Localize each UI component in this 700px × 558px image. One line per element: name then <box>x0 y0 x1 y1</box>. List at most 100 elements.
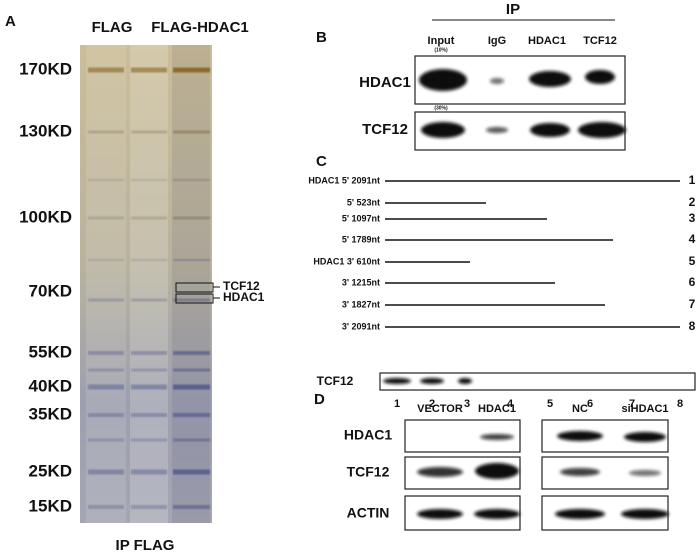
column-label: TCF12 <box>583 35 617 47</box>
gel-band <box>173 413 210 417</box>
blot-band <box>555 509 605 519</box>
blot-band <box>383 378 411 384</box>
blot-box <box>379 372 696 391</box>
column-label: NC <box>572 403 588 415</box>
column-label: HDAC1 <box>528 35 566 47</box>
lane-number: 1 <box>394 398 400 410</box>
gel-band <box>88 505 124 509</box>
blot-band <box>529 71 571 87</box>
construct-number: 6 <box>689 275 696 289</box>
row-label: HDAC1 <box>344 427 392 443</box>
gel-band <box>88 413 124 417</box>
construct-number: 3 <box>689 211 696 225</box>
marker-label: 70KD <box>29 281 72 300</box>
panel-label: D <box>314 391 325 408</box>
gel-band <box>173 351 210 355</box>
marker-label: 40KD <box>29 376 72 395</box>
construct-number: 2 <box>689 195 696 209</box>
gel-band <box>88 469 124 475</box>
gel-band <box>173 216 210 220</box>
gel-band <box>131 67 167 73</box>
gel-band <box>131 298 167 302</box>
gel-band <box>173 179 210 181</box>
gel-band <box>131 413 167 417</box>
gel-band <box>173 259 210 261</box>
marker-label: 170KD <box>19 59 72 78</box>
construct-number: 8 <box>689 319 696 333</box>
blot-band <box>480 434 514 440</box>
lane-number: 6 <box>587 398 593 410</box>
construct-label: 5' 523nt <box>347 197 380 207</box>
blot-label: TCF12 <box>317 374 354 388</box>
note: (10%) <box>434 47 448 53</box>
row-label: HDAC1 <box>359 74 411 91</box>
ip-header: IP <box>506 1 520 18</box>
blot-band <box>420 378 444 384</box>
column-label: IgG <box>488 35 506 47</box>
panel-label: A <box>5 13 16 30</box>
construct-label: HDAC1 3' 610nt <box>313 256 380 266</box>
marker-label: 15KD <box>29 496 72 515</box>
gel-band <box>131 384 167 390</box>
blot-band <box>421 122 465 138</box>
column-label: siHDAC1 <box>621 403 668 415</box>
construct-label: 3' 2091nt <box>342 321 380 331</box>
blot-band <box>458 378 472 384</box>
lane-number: 7 <box>629 398 635 410</box>
gel-band <box>131 368 167 372</box>
panel-label: B <box>316 29 327 46</box>
gel-band <box>131 438 167 442</box>
panel-label: C <box>316 153 327 170</box>
row-label: TCF12 <box>347 464 390 480</box>
gel-band <box>173 438 210 442</box>
construct-lines <box>385 180 680 328</box>
gel-band <box>173 298 210 302</box>
gel-band <box>131 351 167 355</box>
footer: IP FLAG <box>116 537 175 554</box>
blot-band <box>585 70 615 84</box>
construct-label: 3' 1827nt <box>342 299 380 309</box>
construct-number: 4 <box>689 232 696 246</box>
marker-label: 130KD <box>19 121 72 140</box>
column-label: VECTOR <box>417 403 463 415</box>
gel-band <box>173 469 210 475</box>
construct-label: 5' 1097nt <box>342 213 380 223</box>
blot-band <box>621 509 669 519</box>
blot-band <box>557 431 603 441</box>
lane-number: 5 <box>547 398 553 410</box>
construct-number: 1 <box>689 173 696 187</box>
gel-band <box>131 179 167 181</box>
gel-band <box>173 67 210 73</box>
construct-label: 3' 1215nt <box>342 277 380 287</box>
gel <box>80 45 212 523</box>
blot-band <box>490 78 504 84</box>
blot-band <box>475 463 519 479</box>
gel-band <box>88 368 124 372</box>
band-label: TCF12 <box>223 279 260 293</box>
gel-lane <box>130 45 168 523</box>
gel-band <box>88 298 124 302</box>
gel-band <box>88 130 124 134</box>
blot-band <box>417 467 463 477</box>
row-label: ACTIN <box>347 505 390 521</box>
blot-band <box>474 509 520 519</box>
gel-band <box>88 259 124 261</box>
marker-label: 55KD <box>29 342 72 361</box>
marker-label: 25KD <box>29 461 72 480</box>
construct-number: 5 <box>689 254 696 268</box>
blot-band <box>560 468 600 476</box>
gel-band <box>88 351 124 355</box>
gel-band <box>173 368 210 372</box>
gel-band <box>88 216 124 220</box>
band-label: HDAC1 <box>223 290 265 304</box>
gel-band <box>131 259 167 261</box>
note: (30%) <box>434 105 448 111</box>
gel-band <box>88 438 124 442</box>
gel-band <box>131 216 167 220</box>
construct-number: 7 <box>689 297 696 311</box>
gel-band <box>131 505 167 509</box>
construct-label: HDAC1 5' 2091nt <box>308 175 380 185</box>
lane-label: FLAG-HDAC1 <box>151 19 249 36</box>
gel-band <box>88 67 124 73</box>
